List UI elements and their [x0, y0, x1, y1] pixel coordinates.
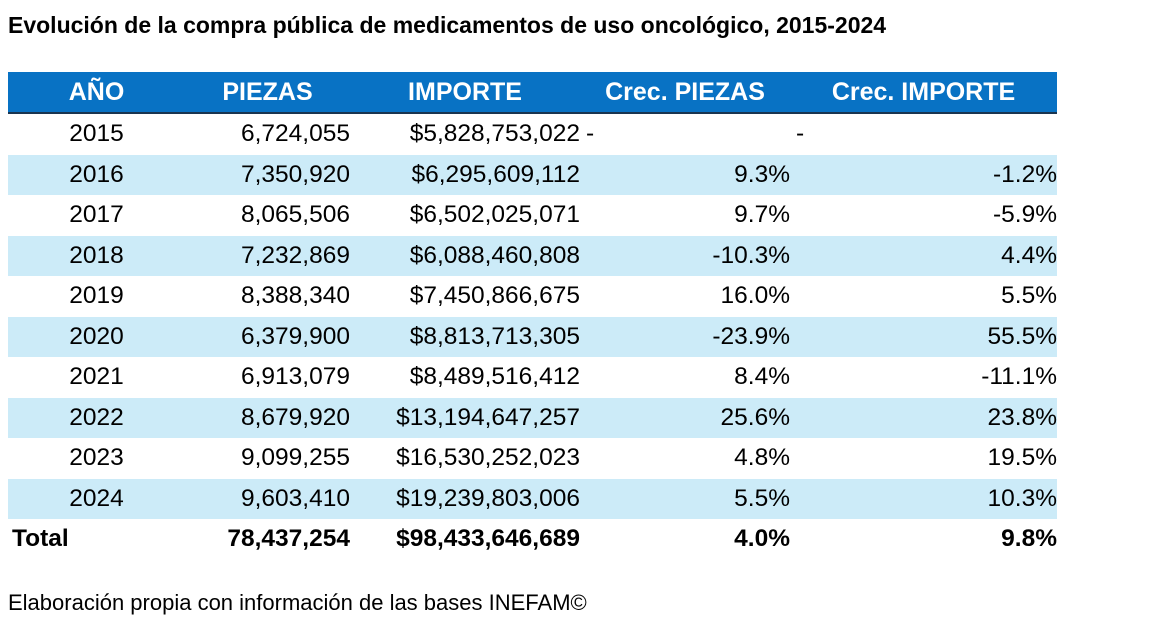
table-cell: 9.7% — [734, 201, 790, 229]
table-cell: 9.3% — [580, 154, 790, 195]
table-cell: $6,088,460,808 — [350, 235, 580, 276]
table-cell: 8,388,340 — [241, 282, 350, 310]
table-cell: 9,099,255 — [241, 444, 350, 472]
table-cell: 4.4% — [790, 235, 1057, 276]
table-row: 2017 8,065,506 $6,502,025,071 9.7% -5.9% — [8, 195, 1057, 236]
table-cell: 5.5% — [580, 478, 790, 519]
column-header: Crec. IMPORTE — [790, 72, 1057, 114]
table-cell: 8,679,920 — [185, 397, 350, 438]
total-cell: $98,433,646,689 — [396, 525, 580, 553]
table-cell: 5.5% — [1001, 282, 1057, 310]
table-cell: 9,603,410 — [185, 478, 350, 519]
table-cell: $19,239,803,006 — [350, 478, 580, 519]
table-cell: 25.6% — [580, 397, 790, 438]
table-cell: 2020 — [8, 316, 185, 357]
page-title: Evolución de la compra pública de medica… — [8, 12, 887, 38]
data-table: AÑO PIEZAS IMPORTE Crec. PIEZAS Crec. IMPORT… — [8, 72, 1057, 560]
table-cell: 8,065,506 — [241, 201, 350, 229]
table-cell: 2023 — [69, 444, 124, 472]
table-cell: 19.5% — [987, 444, 1057, 472]
table-cell: $13,194,647,257 — [350, 397, 580, 438]
table-cell: $16,530,252,023 — [396, 444, 580, 472]
table-row: 2015 6,724,055 $5,828,753,022- - — [8, 113, 1057, 155]
table-cell: 2015 — [69, 120, 124, 148]
table-cell: 7,350,920 — [185, 154, 350, 195]
table-cell: 10.3% — [790, 478, 1057, 519]
table-cell: -23.9% — [580, 316, 790, 357]
table-cell: 6,724,055 — [241, 120, 350, 148]
table-cell: 4.8% — [734, 444, 790, 472]
table-cell: 7,232,869 — [185, 235, 350, 276]
table-cell: 2021 — [69, 363, 124, 391]
table-row: 2016 7,350,920 $6,295,609,112 9.3% -1.2% — [8, 154, 1057, 195]
table-row: 2023 9,099,255 $16,530,252,023 4.8% 19.5% — [8, 438, 1057, 479]
table-cell: 2016 — [8, 154, 185, 195]
table-cell: -1.2% — [790, 154, 1057, 195]
table-cell: -5.9% — [992, 201, 1057, 229]
table-cell: 6,913,079 — [241, 363, 350, 391]
table-cell: $8,489,516,412 — [409, 363, 580, 391]
table-cell: 2022 — [8, 397, 185, 438]
table-cell: - — [586, 120, 595, 148]
table-cell: - — [796, 120, 805, 148]
column-header: IMPORTE — [350, 72, 580, 114]
table-row: 2021 6,913,079 $8,489,516,412 8.4% -11.1% — [8, 357, 1057, 398]
table-cell: 8.4% — [734, 363, 790, 391]
table-cell: 23.8% — [790, 397, 1057, 438]
column-header: AÑO — [8, 72, 185, 114]
table-row: 2020 6,379,900 $8,813,713,305 -23.9% 55.5% — [8, 316, 1057, 357]
table-cell: $6,502,025,071 — [409, 201, 580, 229]
table-row: 2019 8,388,340 $7,450,866,675 16.0% 5.5% — [8, 276, 1057, 317]
table-cell: 55.5% — [790, 316, 1057, 357]
total-cell: 78,437,254 — [227, 525, 350, 553]
table-cell: -11.1% — [981, 363, 1057, 391]
table-cell: 16.0% — [720, 282, 790, 310]
table-cell: $5,828,753,022 — [409, 120, 580, 148]
column-header: Crec. PIEZAS — [580, 72, 790, 114]
source-note: Elaboración propia con información de la… — [8, 590, 587, 615]
table-cell: -10.3% — [580, 235, 790, 276]
table-cell: 2017 — [69, 201, 124, 229]
table-row: 2022 8,679,920 $13,194,647,257 25.6% 23.8% — [8, 397, 1057, 438]
table-row: 2024 9,603,410 $19,239,803,006 5.5% 10.3% — [8, 478, 1057, 519]
table-cell: 2019 — [69, 282, 124, 310]
table-cell: $7,450,866,675 — [409, 282, 580, 310]
column-header: PIEZAS — [185, 72, 350, 114]
table-cell: $6,295,609,112 — [350, 154, 580, 195]
table-cell: 6,379,900 — [185, 316, 350, 357]
total-cell: 9.8% — [1001, 525, 1057, 553]
table-cell: $8,813,713,305 — [350, 316, 580, 357]
table-cell: 2024 — [8, 478, 185, 519]
total-row: Total 78,437,254 $98,433,646,689 4.0% 9.8% — [8, 519, 1057, 560]
total-cell: Total — [12, 525, 69, 553]
total-cell: 4.0% — [734, 525, 790, 553]
header-row: AÑO PIEZAS IMPORTE Crec. PIEZAS Crec. IMPORT… — [8, 72, 1057, 114]
table-cell: 2018 — [8, 235, 185, 276]
table-row: 2018 7,232,869 $6,088,460,808 -10.3% 4.4% — [8, 235, 1057, 276]
